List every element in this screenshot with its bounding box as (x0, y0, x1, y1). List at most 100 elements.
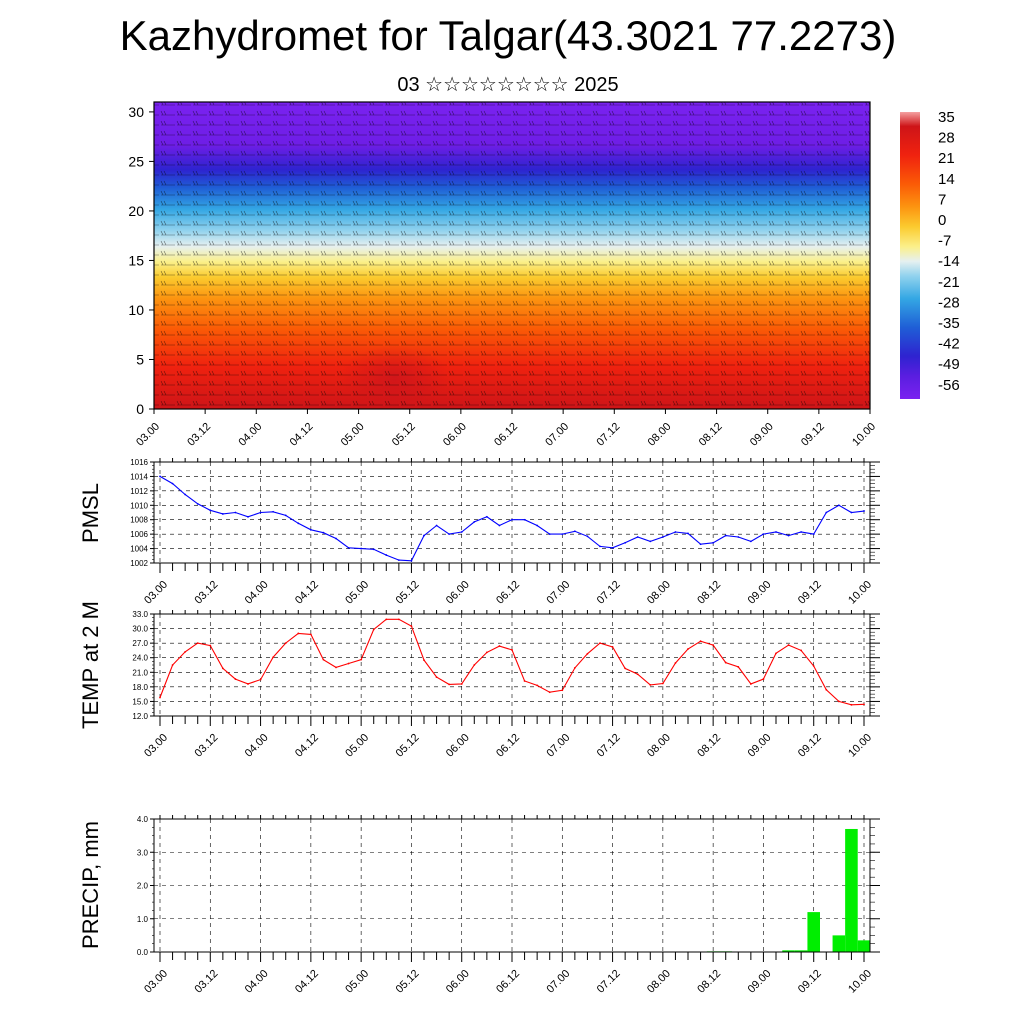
y-tick-label: 1.0 (137, 915, 149, 924)
x-tick-label: 08.12 (695, 732, 723, 760)
data-point (397, 559, 400, 562)
precip-bar (857, 940, 871, 952)
data-point (322, 658, 325, 661)
x-tick-label: 05.12 (394, 732, 422, 760)
heatmap-y-tick-label: 0 (136, 401, 144, 417)
data-point (272, 510, 275, 513)
data-point (410, 625, 413, 628)
y-tick-label: 2.0 (137, 882, 149, 891)
data-point (435, 676, 438, 679)
heatmap-x-tick-label: 06.12 (492, 421, 520, 449)
data-point (812, 533, 815, 536)
x-tick-label: 08.00 (645, 579, 673, 607)
data-point (863, 703, 865, 706)
data-point (221, 667, 224, 670)
data-point (548, 691, 551, 694)
data-point (573, 667, 576, 669)
data-point (699, 640, 702, 643)
data-point (184, 493, 187, 496)
data-point (498, 524, 501, 527)
x-tick-label: 06.00 (444, 579, 472, 607)
x-tick-label: 08.12 (695, 579, 723, 607)
data-point (372, 628, 375, 631)
data-point (687, 648, 689, 650)
y-tick-label: 12.0 (132, 712, 148, 721)
heatmap-y-tick-label: 30 (128, 104, 144, 120)
data-point (737, 666, 740, 668)
data-point (372, 548, 375, 551)
data-point (536, 524, 539, 527)
x-tick-label: 04.00 (243, 968, 271, 996)
heatmap-x-tick-label: 05.00 (339, 421, 367, 449)
pmsl-panel: 1002 1004 1006 1008 1010 1012 1014 1016 03.00 03.… (78, 458, 880, 607)
data-point (448, 533, 451, 536)
data-point (611, 646, 614, 648)
y-tick-label: 1006 (130, 530, 148, 539)
y-tick-label: 24.0 (132, 654, 148, 663)
data-point (863, 510, 865, 512)
data-point (661, 536, 664, 538)
data-point (272, 656, 275, 659)
data-point (309, 528, 312, 531)
chart-subtitle: 03 ☆☆☆☆☆☆☆☆ 2025 (397, 74, 619, 96)
x-tick-label: 03.00 (142, 732, 170, 760)
data-point (825, 511, 828, 514)
data-point (624, 541, 627, 544)
heatmap-x-tick-label: 03.00 (134, 421, 162, 449)
data-point (573, 530, 576, 533)
heatmap-x-tick-label: 07.12 (594, 421, 622, 449)
data-point (724, 661, 727, 664)
x-tick-label: 04.12 (293, 968, 321, 996)
heatmap-y-tick-label: 25 (128, 153, 144, 169)
x-tick-label: 07.00 (544, 579, 572, 607)
data-point (284, 514, 287, 517)
x-tick-label: 06.00 (444, 732, 472, 760)
data-point (611, 546, 614, 549)
data-point (485, 515, 488, 518)
x-tick-label: 07.00 (544, 968, 572, 996)
data-point (385, 554, 388, 556)
data-point (498, 645, 501, 647)
y-tick-label: 4.0 (137, 815, 149, 824)
heatmap-y-tick-label: 20 (128, 203, 144, 219)
y-tick-label: 1016 (130, 458, 148, 467)
data-point (787, 534, 790, 537)
data-point (674, 531, 677, 533)
x-tick-label: 06.12 (494, 579, 522, 607)
data-point (636, 673, 639, 676)
heatmap-x-tick-label: 05.12 (390, 421, 418, 449)
y-tick-label: 1010 (130, 501, 148, 510)
x-tick-label: 09.00 (746, 968, 774, 996)
colorbar-label: -49 (938, 356, 960, 373)
x-tick-label: 09.12 (796, 579, 824, 607)
data-point (536, 684, 539, 687)
data-point (347, 662, 350, 665)
data-point (712, 644, 715, 646)
data-point (775, 652, 777, 655)
data-point (812, 665, 815, 667)
data-point (712, 541, 715, 544)
x-tick-label: 07.12 (595, 732, 623, 760)
data-point (209, 644, 212, 647)
data-point (297, 522, 300, 525)
data-point (397, 618, 400, 621)
data-point (259, 678, 262, 681)
data-point (460, 531, 463, 533)
x-tick-label: 07.12 (595, 579, 623, 607)
data-point (159, 696, 161, 699)
data-point (259, 511, 262, 514)
data-point (762, 533, 765, 536)
data-point (284, 642, 287, 645)
data-point (335, 666, 337, 669)
data-point (586, 652, 589, 655)
data-point (649, 540, 652, 543)
data-point (561, 689, 564, 692)
data-point (171, 664, 174, 666)
data-point (473, 664, 476, 666)
y-tick-label: 0.0 (137, 948, 149, 957)
data-point (247, 515, 249, 518)
x-tick-label: 05.12 (394, 579, 422, 607)
data-point (196, 642, 199, 645)
data-point (762, 678, 765, 680)
